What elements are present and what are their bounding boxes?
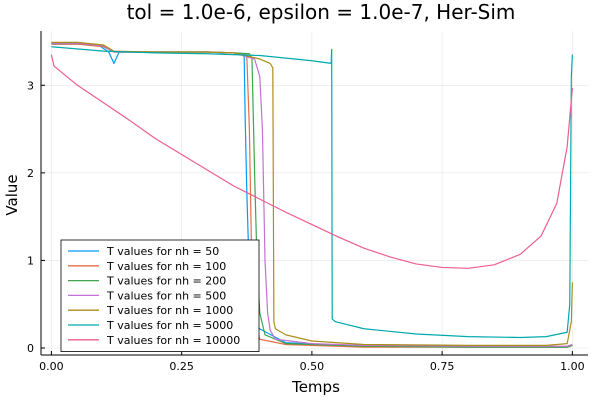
- series-line-6: [50, 54, 573, 269]
- legend-label: T values for nh = 50: [106, 245, 219, 258]
- x-tick-label: 0.25: [169, 360, 194, 373]
- legend-label: T values for nh = 10000: [106, 334, 240, 347]
- x-axis-label: Temps: [291, 378, 340, 396]
- series-line-5: [51, 46, 573, 339]
- x-axis-ticks: 0.00 0.25 0.50 0.75 1.00: [39, 351, 585, 373]
- series-lines: [50, 41, 573, 348]
- y-tick-label: 2: [27, 167, 34, 180]
- legend-label: T values for nh = 500: [106, 289, 226, 302]
- y-tick-label: 1: [27, 254, 34, 267]
- y-tick-label: 0: [27, 342, 34, 355]
- x-tick-label: 0.75: [430, 360, 455, 373]
- y-axis-label: Value: [3, 174, 21, 215]
- legend-label: T values for nh = 1000: [106, 304, 233, 317]
- x-tick-label: 0.00: [39, 360, 64, 373]
- y-axis-ticks: 0 1 2 3: [27, 79, 45, 355]
- legend-label: T values for nh = 200: [106, 275, 226, 288]
- x-tick-label: 0.50: [300, 360, 325, 373]
- x-tick-label: 1.00: [560, 360, 585, 373]
- y-tick-label: 3: [27, 79, 34, 92]
- legend-label: T values for nh = 100: [106, 260, 226, 273]
- legend-label: T values for nh = 5000: [106, 319, 233, 332]
- legend: T values for nh = 50 T values for nh = 10…: [60, 239, 260, 352]
- chart-title: tol = 1.0e-6, epsilon = 1.0e-7, Her-Sim: [127, 0, 516, 24]
